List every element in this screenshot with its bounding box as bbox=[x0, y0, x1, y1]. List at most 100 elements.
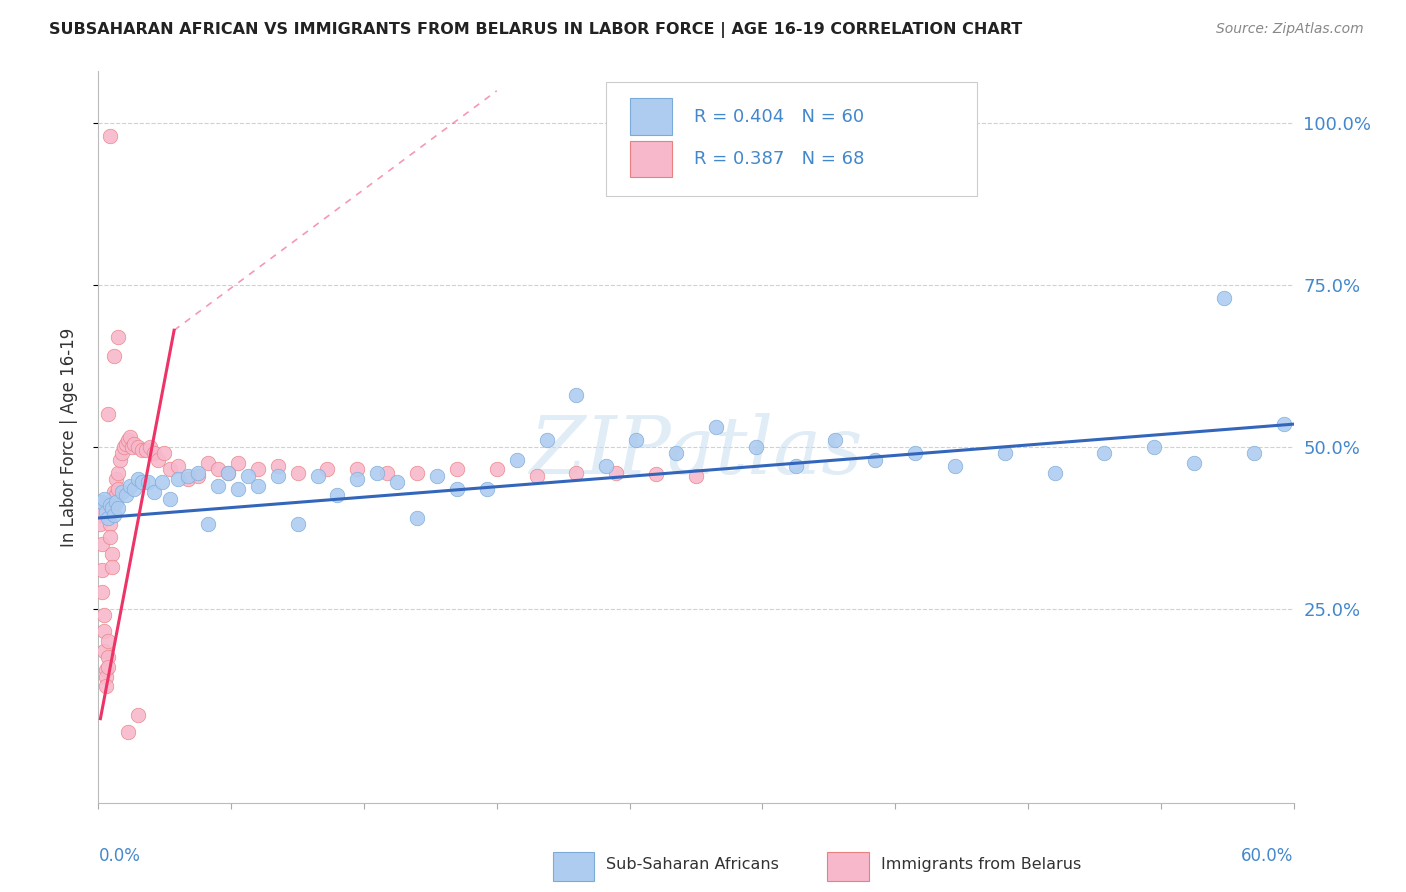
Point bbox=[143, 446, 166, 460]
Point bbox=[287, 466, 309, 480]
FancyBboxPatch shape bbox=[827, 852, 869, 881]
Point bbox=[197, 456, 219, 470]
Point bbox=[565, 466, 588, 480]
Point bbox=[1243, 446, 1265, 460]
Point bbox=[111, 446, 134, 460]
Point bbox=[150, 475, 173, 490]
Point bbox=[120, 430, 142, 444]
Point bbox=[316, 462, 339, 476]
Text: Immigrants from Belarus: Immigrants from Belarus bbox=[882, 857, 1081, 872]
Point bbox=[217, 466, 239, 480]
Point bbox=[446, 482, 468, 496]
Point bbox=[127, 472, 149, 486]
Point bbox=[98, 517, 122, 532]
Point bbox=[97, 660, 120, 674]
Point bbox=[98, 129, 122, 144]
Point bbox=[226, 456, 249, 470]
Point bbox=[645, 467, 668, 481]
Point bbox=[105, 472, 128, 486]
Point bbox=[98, 530, 122, 544]
Point bbox=[485, 462, 508, 476]
Point bbox=[107, 482, 129, 496]
Point bbox=[287, 517, 309, 532]
FancyBboxPatch shape bbox=[606, 82, 977, 195]
Point bbox=[97, 634, 120, 648]
Point bbox=[406, 511, 429, 525]
Point bbox=[153, 446, 176, 460]
Point bbox=[143, 485, 166, 500]
Point bbox=[139, 440, 162, 454]
Point bbox=[93, 643, 115, 657]
Point bbox=[148, 452, 170, 467]
Point bbox=[103, 508, 125, 522]
Point bbox=[98, 498, 122, 512]
Point bbox=[187, 469, 209, 483]
Point bbox=[745, 440, 768, 454]
Point bbox=[103, 498, 125, 512]
Point bbox=[91, 585, 114, 599]
Text: R = 0.404   N = 60: R = 0.404 N = 60 bbox=[693, 108, 863, 126]
Point bbox=[101, 547, 124, 561]
Point bbox=[385, 475, 409, 490]
Point bbox=[111, 485, 134, 500]
Point bbox=[112, 440, 135, 454]
Point bbox=[267, 469, 290, 483]
Point bbox=[246, 478, 269, 492]
Point bbox=[121, 440, 143, 454]
FancyBboxPatch shape bbox=[630, 98, 672, 135]
Point bbox=[103, 485, 125, 500]
Point bbox=[177, 469, 200, 483]
Point bbox=[346, 472, 368, 486]
Point bbox=[167, 472, 190, 486]
Point bbox=[96, 669, 118, 683]
Point bbox=[93, 491, 115, 506]
Point bbox=[785, 459, 807, 474]
Point bbox=[89, 495, 111, 509]
Point bbox=[824, 434, 846, 448]
Point bbox=[704, 420, 727, 434]
Point bbox=[446, 462, 468, 476]
Point bbox=[107, 466, 129, 480]
Point bbox=[626, 434, 648, 448]
Point bbox=[167, 459, 190, 474]
Point bbox=[1092, 446, 1115, 460]
Point bbox=[375, 466, 398, 480]
FancyBboxPatch shape bbox=[630, 141, 672, 178]
Point bbox=[91, 495, 114, 509]
Point bbox=[91, 537, 114, 551]
FancyBboxPatch shape bbox=[553, 852, 595, 881]
Point bbox=[506, 452, 529, 467]
Text: R = 0.387   N = 68: R = 0.387 N = 68 bbox=[693, 150, 863, 168]
Point bbox=[207, 462, 229, 476]
Point bbox=[536, 434, 558, 448]
Point bbox=[565, 388, 588, 402]
Point bbox=[1212, 291, 1234, 305]
Point bbox=[127, 708, 149, 723]
Point bbox=[207, 478, 229, 492]
Y-axis label: In Labor Force | Age 16-19: In Labor Force | Age 16-19 bbox=[59, 327, 77, 547]
Text: SUBSAHARAN AFRICAN VS IMMIGRANTS FROM BELARUS IN LABOR FORCE | AGE 16-19 CORRELA: SUBSAHARAN AFRICAN VS IMMIGRANTS FROM BE… bbox=[49, 22, 1022, 38]
Point bbox=[89, 508, 111, 522]
Point bbox=[96, 663, 118, 677]
Point bbox=[943, 459, 966, 474]
Point bbox=[904, 446, 927, 460]
Point bbox=[103, 349, 125, 363]
Point bbox=[177, 472, 200, 486]
Text: 0.0%: 0.0% bbox=[98, 847, 141, 864]
Point bbox=[1272, 417, 1295, 431]
Point bbox=[131, 475, 153, 490]
Point bbox=[865, 452, 887, 467]
Point bbox=[326, 488, 349, 502]
Point bbox=[307, 469, 329, 483]
Point bbox=[1143, 440, 1166, 454]
Point bbox=[526, 469, 548, 483]
Point bbox=[124, 436, 146, 450]
Point bbox=[135, 443, 157, 458]
Point bbox=[366, 466, 388, 480]
Point bbox=[96, 504, 118, 518]
Point bbox=[136, 475, 159, 490]
Text: 60.0%: 60.0% bbox=[1241, 847, 1294, 864]
Point bbox=[131, 443, 153, 458]
Point bbox=[236, 469, 259, 483]
Point bbox=[685, 469, 707, 483]
